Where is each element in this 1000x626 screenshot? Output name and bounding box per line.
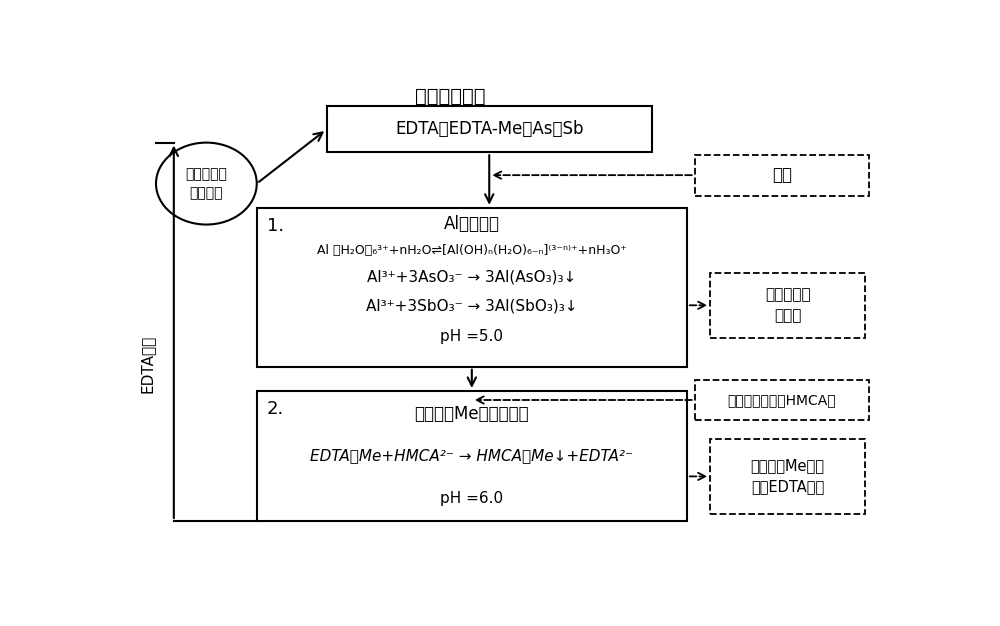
Text: Al³⁺+3AsO₃⁻ → 3Al(AsO₃)₃↓: Al³⁺+3AsO₃⁻ → 3Al(AsO₃)₃↓ bbox=[367, 269, 576, 284]
FancyBboxPatch shape bbox=[257, 391, 687, 521]
Text: EDTA－Me+HMCA²⁻ → HMCA－Me↓+EDTA²⁻: EDTA－Me+HMCA²⁻ → HMCA－Me↓+EDTA²⁻ bbox=[310, 448, 633, 463]
Ellipse shape bbox=[156, 143, 257, 225]
Text: EDTA、EDTA-Me、As、Sb: EDTA、EDTA-Me、As、Sb bbox=[395, 120, 584, 138]
Text: 重金属（Me）去
除及EDTA回收: 重金属（Me）去 除及EDTA回收 bbox=[751, 458, 825, 495]
Text: pH =6.0: pH =6.0 bbox=[440, 491, 503, 506]
Text: 重金属污染
土壤淤洗: 重金属污染 土壤淤洗 bbox=[185, 167, 227, 200]
Text: pH =5.0: pH =5.0 bbox=[440, 329, 503, 344]
Text: 1.: 1. bbox=[267, 217, 284, 235]
FancyBboxPatch shape bbox=[695, 380, 869, 420]
Text: 重金属捕捕剂（HMCA）: 重金属捕捕剂（HMCA） bbox=[728, 393, 836, 407]
FancyBboxPatch shape bbox=[710, 273, 865, 338]
Text: Al （H₂O）₆³⁺+nH₂O⇌[Al(OH)ₙ(H₂O)₆₋ₙ]⁽³⁻ⁿ⁾⁺+nH₃O⁺: Al （H₂O）₆³⁺+nH₂O⇌[Al(OH)ₙ(H₂O)₆₋ₙ]⁽³⁻ⁿ⁾⁺… bbox=[317, 244, 627, 257]
Text: Al的水解：: Al的水解： bbox=[444, 215, 500, 233]
Text: 铝盐: 铝盐 bbox=[772, 166, 792, 184]
Text: 砲、锋及铝
的去除: 砲、锋及铝 的去除 bbox=[765, 287, 810, 323]
FancyBboxPatch shape bbox=[326, 106, 652, 152]
Text: Al³⁺+3SbO₃⁻ → 3Al(SbO₃)₃↓: Al³⁺+3SbO₃⁻ → 3Al(SbO₃)₃↓ bbox=[366, 299, 578, 314]
Text: EDTA回用: EDTA回用 bbox=[139, 335, 154, 394]
Text: 2.: 2. bbox=[267, 401, 284, 419]
FancyBboxPatch shape bbox=[710, 439, 865, 514]
FancyBboxPatch shape bbox=[257, 208, 687, 367]
FancyBboxPatch shape bbox=[695, 155, 869, 195]
Text: 重金属（Me）的去除：: 重金属（Me）的去除： bbox=[415, 405, 529, 423]
Text: 土壤淤洗废液: 土壤淤洗废液 bbox=[415, 87, 486, 106]
